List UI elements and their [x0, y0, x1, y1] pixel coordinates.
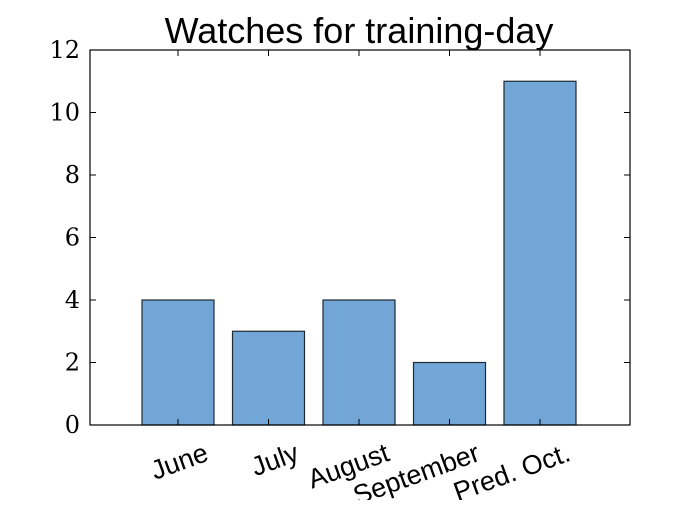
x-tick-label: June [147, 437, 212, 485]
y-tick-label: 2 [65, 349, 80, 377]
bar-pred-oct [503, 80, 577, 426]
y-tick-label: 10 [49, 99, 80, 127]
bar-june [141, 299, 215, 426]
bar-september [412, 361, 487, 426]
y-tick-label: 4 [65, 286, 80, 314]
y-axis-ticks: 0 2 4 6 8 10 12 [49, 36, 630, 439]
chart-title: Watches for training-day [165, 10, 554, 51]
x-tick-label: July [247, 437, 303, 482]
bars [141, 80, 577, 426]
bar-july [231, 330, 306, 426]
y-tick-label: 6 [65, 224, 80, 252]
bar-august [322, 299, 396, 426]
plot-area-frame [89, 49, 631, 426]
y-tick-label: 0 [65, 411, 80, 439]
y-tick-label: 8 [65, 161, 80, 189]
y-tick-label: 12 [49, 36, 80, 64]
